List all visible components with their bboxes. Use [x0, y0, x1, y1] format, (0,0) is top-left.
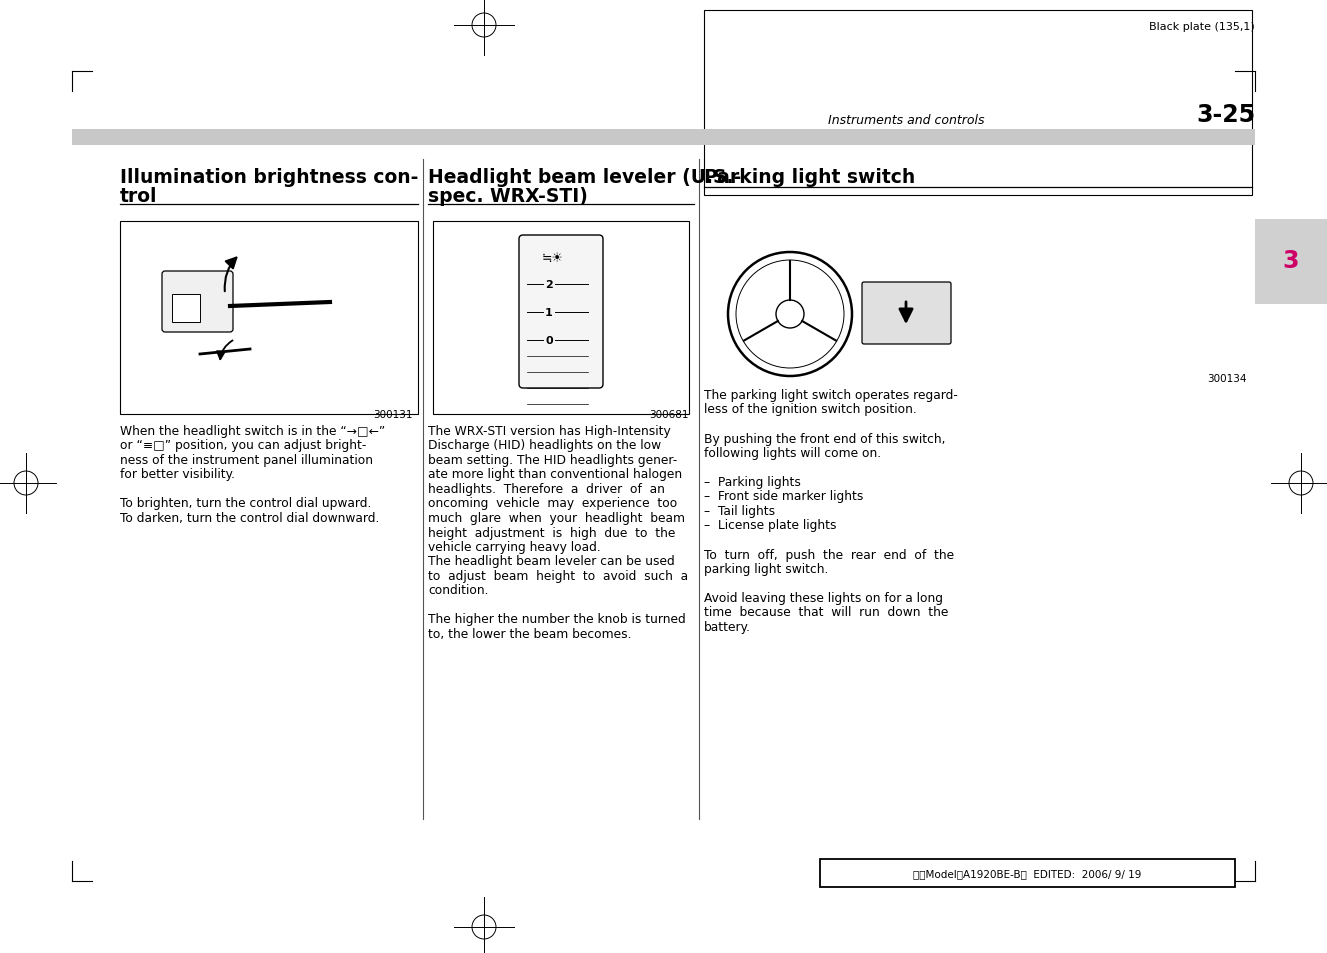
- Bar: [72, 130, 1255, 146]
- Text: The headlight beam leveler can be used: The headlight beam leveler can be used: [429, 555, 674, 568]
- Text: 1: 1: [545, 308, 553, 317]
- Text: 300134: 300134: [1208, 374, 1247, 384]
- Text: Avoid leaving these lights on for a long: Avoid leaving these lights on for a long: [705, 592, 943, 604]
- Text: Black plate (135,1): Black plate (135,1): [1149, 22, 1255, 32]
- Text: or “≡□” position, you can adjust bright-: or “≡□” position, you can adjust bright-: [119, 439, 366, 452]
- Text: time  because  that  will  run  down  the: time because that will run down the: [705, 606, 949, 618]
- Text: The parking light switch operates regard-: The parking light switch operates regard…: [705, 389, 958, 401]
- Bar: [820, 859, 1235, 887]
- Text: –  Front side marker lights: – Front side marker lights: [705, 490, 864, 503]
- Bar: [433, 222, 689, 415]
- Text: –  License plate lights: – License plate lights: [705, 519, 836, 532]
- Text: 0: 0: [545, 335, 553, 346]
- FancyBboxPatch shape: [162, 272, 234, 333]
- Text: By pushing the front end of this switch,: By pushing the front end of this switch,: [705, 432, 946, 445]
- Text: To brighten, turn the control dial upward.: To brighten, turn the control dial upwar…: [119, 497, 372, 510]
- Text: height  adjustment  is  high  due  to  the: height adjustment is high due to the: [429, 526, 675, 539]
- Text: parking light switch.: parking light switch.: [705, 562, 828, 576]
- Bar: [173, 294, 200, 323]
- Text: battery.: battery.: [705, 620, 751, 634]
- Circle shape: [776, 301, 804, 329]
- Text: When the headlight switch is in the “→□←”: When the headlight switch is in the “→□←…: [119, 424, 385, 437]
- Text: for better visibility.: for better visibility.: [119, 468, 235, 481]
- Bar: [119, 222, 418, 415]
- Text: headlights.  Therefore  a  driver  of  an: headlights. Therefore a driver of an: [429, 482, 665, 496]
- Bar: [705, 11, 1251, 195]
- Text: vehicle carrying heavy load.: vehicle carrying heavy load.: [429, 540, 601, 554]
- Text: 2: 2: [545, 280, 553, 290]
- Text: ≒☀: ≒☀: [543, 252, 564, 265]
- Text: beam setting. The HID headlights gener-: beam setting. The HID headlights gener-: [429, 454, 677, 467]
- Text: 3-25: 3-25: [1196, 103, 1255, 127]
- Text: 3: 3: [1283, 248, 1299, 273]
- Text: Parking light switch: Parking light switch: [705, 168, 916, 187]
- Text: Illumination brightness con-: Illumination brightness con-: [119, 168, 418, 187]
- Text: to  adjust  beam  height  to  avoid  such  a: to adjust beam height to avoid such a: [429, 569, 689, 582]
- Text: Instruments and controls: Instruments and controls: [828, 113, 985, 127]
- Text: ate more light than conventional halogen: ate more light than conventional halogen: [429, 468, 682, 481]
- Text: less of the ignition switch position.: less of the ignition switch position.: [705, 403, 917, 416]
- Text: to, the lower the beam becomes.: to, the lower the beam becomes.: [429, 627, 632, 640]
- Text: much  glare  when  your  headlight  beam: much glare when your headlight beam: [429, 512, 685, 524]
- Text: The WRX-STI version has High-Intensity: The WRX-STI version has High-Intensity: [429, 424, 670, 437]
- Text: –  Parking lights: – Parking lights: [705, 476, 802, 489]
- Text: 300131: 300131: [373, 410, 413, 419]
- Text: –  Tail lights: – Tail lights: [705, 504, 775, 517]
- Text: 北米Model｢A1920BE-B｣  EDITED:  2006/ 9/ 19: 北米Model｢A1920BE-B｣ EDITED: 2006/ 9/ 19: [913, 868, 1141, 878]
- Text: To darken, turn the control dial downward.: To darken, turn the control dial downwar…: [119, 512, 380, 524]
- Text: The higher the number the knob is turned: The higher the number the knob is turned: [429, 613, 686, 626]
- Text: spec. WRX-STI): spec. WRX-STI): [429, 187, 588, 206]
- Text: trol: trol: [119, 187, 158, 206]
- Text: ness of the instrument panel illumination: ness of the instrument panel illuminatio…: [119, 454, 373, 467]
- FancyBboxPatch shape: [519, 235, 602, 389]
- Text: oncoming  vehicle  may  experience  too: oncoming vehicle may experience too: [429, 497, 677, 510]
- Text: Discharge (HID) headlights on the low: Discharge (HID) headlights on the low: [429, 439, 661, 452]
- Text: To  turn  off,  push  the  rear  end  of  the: To turn off, push the rear end of the: [705, 548, 954, 561]
- Text: Headlight beam leveler (U.S.-: Headlight beam leveler (U.S.-: [429, 168, 742, 187]
- Text: 300681: 300681: [649, 410, 689, 419]
- FancyBboxPatch shape: [863, 283, 951, 345]
- Text: condition.: condition.: [429, 584, 488, 597]
- Bar: [1255, 220, 1327, 305]
- Text: following lights will come on.: following lights will come on.: [705, 447, 881, 459]
